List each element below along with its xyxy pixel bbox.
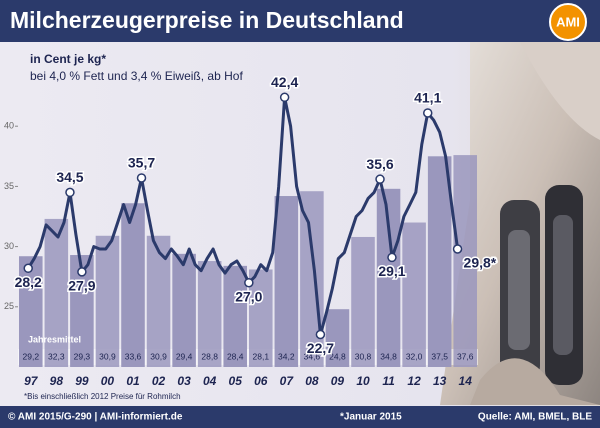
photo	[440, 42, 600, 405]
bar	[402, 222, 426, 367]
bar-value-label: 28,1	[253, 351, 270, 361]
x-tick-label: 01	[126, 374, 140, 388]
point-label: 29,1	[378, 263, 405, 279]
bar-value-label: 34,2	[278, 351, 295, 361]
bar	[44, 218, 69, 367]
point-marker	[136, 173, 147, 183]
logo: AMI	[556, 14, 580, 29]
x-tick-label: 03	[177, 374, 191, 388]
bar-value-label: 34,6	[304, 351, 321, 361]
bar	[70, 255, 94, 367]
bar	[95, 235, 120, 367]
x-tick-label: 04	[203, 374, 217, 388]
bar	[453, 155, 477, 367]
x-tick-label: 00	[101, 374, 115, 388]
bar-series-name: Jahresmittel	[28, 334, 81, 344]
point-label: 35,6	[366, 156, 393, 172]
bar-value-label: 28,8	[201, 351, 218, 361]
y-tick-label: 40	[4, 121, 14, 131]
bar-value-label: 32,3	[48, 351, 65, 361]
point-label: 28,2	[15, 274, 42, 290]
bar-value-label: 30,8	[355, 351, 372, 361]
bar-value-label: 28,4	[227, 351, 244, 361]
bar	[223, 265, 247, 367]
x-tick-label: 10	[356, 374, 370, 388]
x-tick-label: 09	[331, 374, 345, 388]
bar-value-label: 30,9	[150, 351, 167, 361]
point-marker	[244, 277, 254, 288]
y-tick-label: 25	[4, 301, 14, 311]
point-label: 35,7	[128, 155, 155, 171]
bar-value-label: 37,6	[457, 351, 474, 361]
point-marker	[422, 108, 433, 118]
bar	[19, 256, 43, 367]
x-tick-label: 07	[280, 374, 295, 388]
bar	[427, 156, 452, 367]
x-tick-label: 98	[50, 374, 64, 388]
bar	[172, 253, 196, 367]
bar-value-label: 29,4	[176, 351, 193, 361]
y-tick-label: 30	[4, 241, 14, 251]
bar-value-label: 32,0	[406, 351, 423, 361]
price-line	[26, 95, 460, 336]
point-label: 42,4	[271, 74, 298, 90]
header-band	[0, 0, 600, 42]
bar-value-label: 29,2	[23, 351, 40, 361]
point-label: 27,9	[68, 278, 95, 294]
point-marker	[452, 244, 463, 254]
point-label: 41,1	[414, 90, 441, 106]
point-marker	[77, 267, 87, 277]
point-label: 29,8*	[464, 255, 497, 271]
point-marker	[387, 252, 397, 263]
point-label: 22,7	[307, 340, 334, 356]
bar	[274, 196, 299, 367]
bar-value-label: 30,9	[99, 351, 116, 361]
bar-value-label: 33,6	[125, 351, 142, 361]
bar-value-label: 29,3	[74, 351, 91, 361]
bar-layer	[19, 155, 477, 367]
logo-badge	[549, 3, 587, 41]
x-tick-label: 06	[254, 374, 268, 388]
x-tick-label: 13	[433, 374, 447, 388]
point-marker	[23, 263, 33, 274]
bar-value-label: 34,8	[380, 351, 397, 361]
point-marker	[279, 92, 290, 103]
x-tick-label: 11	[382, 374, 395, 388]
point-label: 34,5	[56, 169, 83, 185]
bar	[300, 191, 324, 367]
bar-value-label: 24,8	[329, 351, 346, 361]
bar	[325, 309, 350, 367]
subtitle: bei 4,0 % Fett und 3,4 % Eiweiß, ab Hof	[30, 69, 243, 83]
point-label: 27,0	[235, 288, 262, 304]
point-marker	[315, 329, 326, 340]
bar	[121, 203, 145, 367]
x-tick-label: 97	[24, 374, 39, 388]
bar	[146, 235, 171, 367]
unit-label: in Cent je kg*	[30, 52, 106, 66]
x-tick-label: 12	[407, 374, 421, 388]
point-marker	[375, 174, 385, 184]
bar	[351, 236, 375, 367]
chart-title: Milcherzeugerpreise in Deutschland	[10, 7, 404, 33]
y-tick-label: 35	[4, 181, 14, 191]
x-tick-label: 14	[459, 374, 473, 388]
bar	[249, 269, 273, 367]
copyright: © AMI 2015/G-290 | AMI-informiert.de	[8, 412, 183, 423]
bar	[197, 261, 222, 367]
source: Quelle: AMI, BMEL, BLE	[478, 412, 592, 423]
x-tick-label: 08	[305, 374, 319, 388]
x-tick-label: 99	[75, 374, 89, 388]
x-tick-label: 02	[152, 374, 166, 388]
bar	[376, 188, 401, 367]
bar-value-label: 37,5	[431, 351, 448, 361]
date-note: *Januar 2015	[340, 412, 402, 423]
footnote: *Bis einschließlich 2012 Preise für Rohm…	[24, 392, 181, 401]
footer-band	[0, 406, 600, 428]
point-marker	[65, 187, 75, 198]
x-tick-label: 05	[229, 374, 243, 388]
